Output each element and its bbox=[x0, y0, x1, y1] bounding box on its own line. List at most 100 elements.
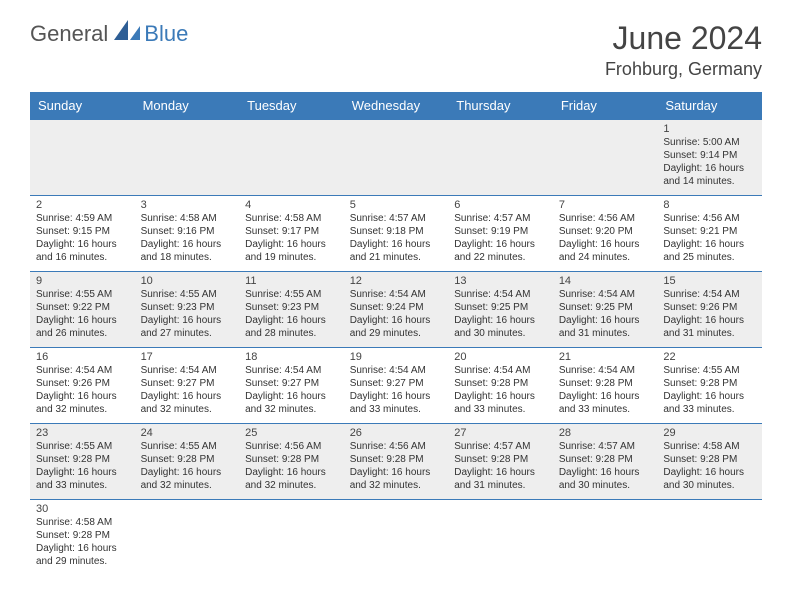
calendar-day-cell: 10Sunrise: 4:55 AMSunset: 9:23 PMDayligh… bbox=[135, 272, 240, 348]
cell-sunrise: Sunrise: 4:58 AM bbox=[245, 212, 338, 225]
cell-sunrise: Sunrise: 4:54 AM bbox=[36, 364, 129, 377]
calendar-day-cell bbox=[239, 120, 344, 196]
calendar-week-row: 16Sunrise: 4:54 AMSunset: 9:26 PMDayligh… bbox=[30, 348, 762, 424]
day-number: 28 bbox=[559, 427, 652, 439]
day-number: 8 bbox=[663, 199, 756, 211]
cell-sunrise: Sunrise: 4:56 AM bbox=[350, 440, 443, 453]
calendar-day-cell: 12Sunrise: 4:54 AMSunset: 9:24 PMDayligh… bbox=[344, 272, 449, 348]
cell-sunrise: Sunrise: 4:54 AM bbox=[141, 364, 234, 377]
cell-daylight1: Daylight: 16 hours bbox=[663, 466, 756, 479]
cell-daylight1: Daylight: 16 hours bbox=[245, 390, 338, 403]
calendar-day-cell: 28Sunrise: 4:57 AMSunset: 9:28 PMDayligh… bbox=[553, 424, 658, 500]
cell-daylight1: Daylight: 16 hours bbox=[36, 314, 129, 327]
cell-daylight2: and 31 minutes. bbox=[454, 479, 547, 492]
calendar-day-cell: 9Sunrise: 4:55 AMSunset: 9:22 PMDaylight… bbox=[30, 272, 135, 348]
calendar-day-cell: 13Sunrise: 4:54 AMSunset: 9:25 PMDayligh… bbox=[448, 272, 553, 348]
cell-daylight2: and 29 minutes. bbox=[36, 555, 129, 568]
calendar-day-cell: 15Sunrise: 4:54 AMSunset: 9:26 PMDayligh… bbox=[657, 272, 762, 348]
calendar-day-cell: 23Sunrise: 4:55 AMSunset: 9:28 PMDayligh… bbox=[30, 424, 135, 500]
weekday-header: Saturday bbox=[657, 92, 762, 120]
cell-daylight1: Daylight: 16 hours bbox=[454, 238, 547, 251]
calendar-day-cell: 2Sunrise: 4:59 AMSunset: 9:15 PMDaylight… bbox=[30, 196, 135, 272]
weekday-header: Wednesday bbox=[344, 92, 449, 120]
weekday-header: Sunday bbox=[30, 92, 135, 120]
calendar-day-cell: 16Sunrise: 4:54 AMSunset: 9:26 PMDayligh… bbox=[30, 348, 135, 424]
cell-daylight2: and 30 minutes. bbox=[454, 327, 547, 340]
day-number: 20 bbox=[454, 351, 547, 363]
calendar-day-cell: 30Sunrise: 4:58 AMSunset: 9:28 PMDayligh… bbox=[30, 500, 135, 576]
cell-sunrise: Sunrise: 4:56 AM bbox=[245, 440, 338, 453]
calendar-day-cell bbox=[239, 500, 344, 576]
cell-daylight1: Daylight: 16 hours bbox=[245, 466, 338, 479]
day-number: 11 bbox=[245, 275, 338, 287]
cell-daylight2: and 32 minutes. bbox=[141, 479, 234, 492]
cell-sunrise: Sunrise: 4:55 AM bbox=[141, 440, 234, 453]
cell-daylight1: Daylight: 16 hours bbox=[36, 390, 129, 403]
cell-sunset: Sunset: 9:16 PM bbox=[141, 225, 234, 238]
cell-daylight2: and 29 minutes. bbox=[350, 327, 443, 340]
cell-sunset: Sunset: 9:28 PM bbox=[663, 453, 756, 466]
day-number: 22 bbox=[663, 351, 756, 363]
cell-sunrise: Sunrise: 4:56 AM bbox=[663, 212, 756, 225]
cell-sunset: Sunset: 9:15 PM bbox=[36, 225, 129, 238]
cell-sunset: Sunset: 9:25 PM bbox=[454, 301, 547, 314]
cell-daylight2: and 33 minutes. bbox=[36, 479, 129, 492]
weekday-header-row: SundayMondayTuesdayWednesdayThursdayFrid… bbox=[30, 92, 762, 120]
day-number: 30 bbox=[36, 503, 129, 515]
calendar-day-cell: 1Sunrise: 5:00 AMSunset: 9:14 PMDaylight… bbox=[657, 120, 762, 196]
cell-sunset: Sunset: 9:18 PM bbox=[350, 225, 443, 238]
day-number: 16 bbox=[36, 351, 129, 363]
calendar-week-row: 30Sunrise: 4:58 AMSunset: 9:28 PMDayligh… bbox=[30, 500, 762, 576]
cell-sunset: Sunset: 9:17 PM bbox=[245, 225, 338, 238]
cell-sunrise: Sunrise: 4:56 AM bbox=[559, 212, 652, 225]
cell-daylight1: Daylight: 16 hours bbox=[141, 466, 234, 479]
cell-daylight1: Daylight: 16 hours bbox=[559, 314, 652, 327]
cell-daylight1: Daylight: 16 hours bbox=[663, 162, 756, 175]
day-number: 23 bbox=[36, 427, 129, 439]
cell-daylight2: and 19 minutes. bbox=[245, 251, 338, 264]
cell-sunset: Sunset: 9:28 PM bbox=[245, 453, 338, 466]
cell-sunrise: Sunrise: 4:58 AM bbox=[141, 212, 234, 225]
cell-sunrise: Sunrise: 4:54 AM bbox=[663, 288, 756, 301]
day-number: 25 bbox=[245, 427, 338, 439]
calendar-day-cell: 22Sunrise: 4:55 AMSunset: 9:28 PMDayligh… bbox=[657, 348, 762, 424]
cell-sunrise: Sunrise: 4:59 AM bbox=[36, 212, 129, 225]
cell-daylight2: and 21 minutes. bbox=[350, 251, 443, 264]
calendar-day-cell: 27Sunrise: 4:57 AMSunset: 9:28 PMDayligh… bbox=[448, 424, 553, 500]
month-title: June 2024 bbox=[605, 20, 762, 57]
title-block: June 2024 Frohburg, Germany bbox=[605, 20, 762, 80]
calendar-day-cell bbox=[344, 500, 449, 576]
day-number: 13 bbox=[454, 275, 547, 287]
calendar-day-cell: 3Sunrise: 4:58 AMSunset: 9:16 PMDaylight… bbox=[135, 196, 240, 272]
calendar-day-cell: 20Sunrise: 4:54 AMSunset: 9:28 PMDayligh… bbox=[448, 348, 553, 424]
cell-sunrise: Sunrise: 5:00 AM bbox=[663, 136, 756, 149]
day-number: 5 bbox=[350, 199, 443, 211]
cell-sunset: Sunset: 9:23 PM bbox=[245, 301, 338, 314]
day-number: 10 bbox=[141, 275, 234, 287]
calendar-day-cell: 8Sunrise: 4:56 AMSunset: 9:21 PMDaylight… bbox=[657, 196, 762, 272]
calendar-day-cell bbox=[657, 500, 762, 576]
calendar-day-cell: 6Sunrise: 4:57 AMSunset: 9:19 PMDaylight… bbox=[448, 196, 553, 272]
cell-daylight1: Daylight: 16 hours bbox=[663, 314, 756, 327]
cell-daylight1: Daylight: 16 hours bbox=[141, 238, 234, 251]
cell-sunset: Sunset: 9:20 PM bbox=[559, 225, 652, 238]
calendar-day-cell: 14Sunrise: 4:54 AMSunset: 9:25 PMDayligh… bbox=[553, 272, 658, 348]
cell-daylight1: Daylight: 16 hours bbox=[36, 542, 129, 555]
day-number: 24 bbox=[141, 427, 234, 439]
cell-daylight2: and 18 minutes. bbox=[141, 251, 234, 264]
cell-sunset: Sunset: 9:28 PM bbox=[454, 453, 547, 466]
cell-sunset: Sunset: 9:26 PM bbox=[36, 377, 129, 390]
cell-daylight1: Daylight: 16 hours bbox=[36, 466, 129, 479]
day-number: 2 bbox=[36, 199, 129, 211]
cell-daylight1: Daylight: 16 hours bbox=[559, 466, 652, 479]
calendar-week-row: 23Sunrise: 4:55 AMSunset: 9:28 PMDayligh… bbox=[30, 424, 762, 500]
calendar-day-cell: 26Sunrise: 4:56 AMSunset: 9:28 PMDayligh… bbox=[344, 424, 449, 500]
calendar-day-cell: 11Sunrise: 4:55 AMSunset: 9:23 PMDayligh… bbox=[239, 272, 344, 348]
calendar-table: SundayMondayTuesdayWednesdayThursdayFrid… bbox=[30, 92, 762, 576]
calendar-day-cell: 4Sunrise: 4:58 AMSunset: 9:17 PMDaylight… bbox=[239, 196, 344, 272]
cell-daylight1: Daylight: 16 hours bbox=[454, 466, 547, 479]
day-number: 19 bbox=[350, 351, 443, 363]
cell-daylight2: and 28 minutes. bbox=[245, 327, 338, 340]
logo: General Blue bbox=[30, 20, 188, 47]
day-number: 7 bbox=[559, 199, 652, 211]
